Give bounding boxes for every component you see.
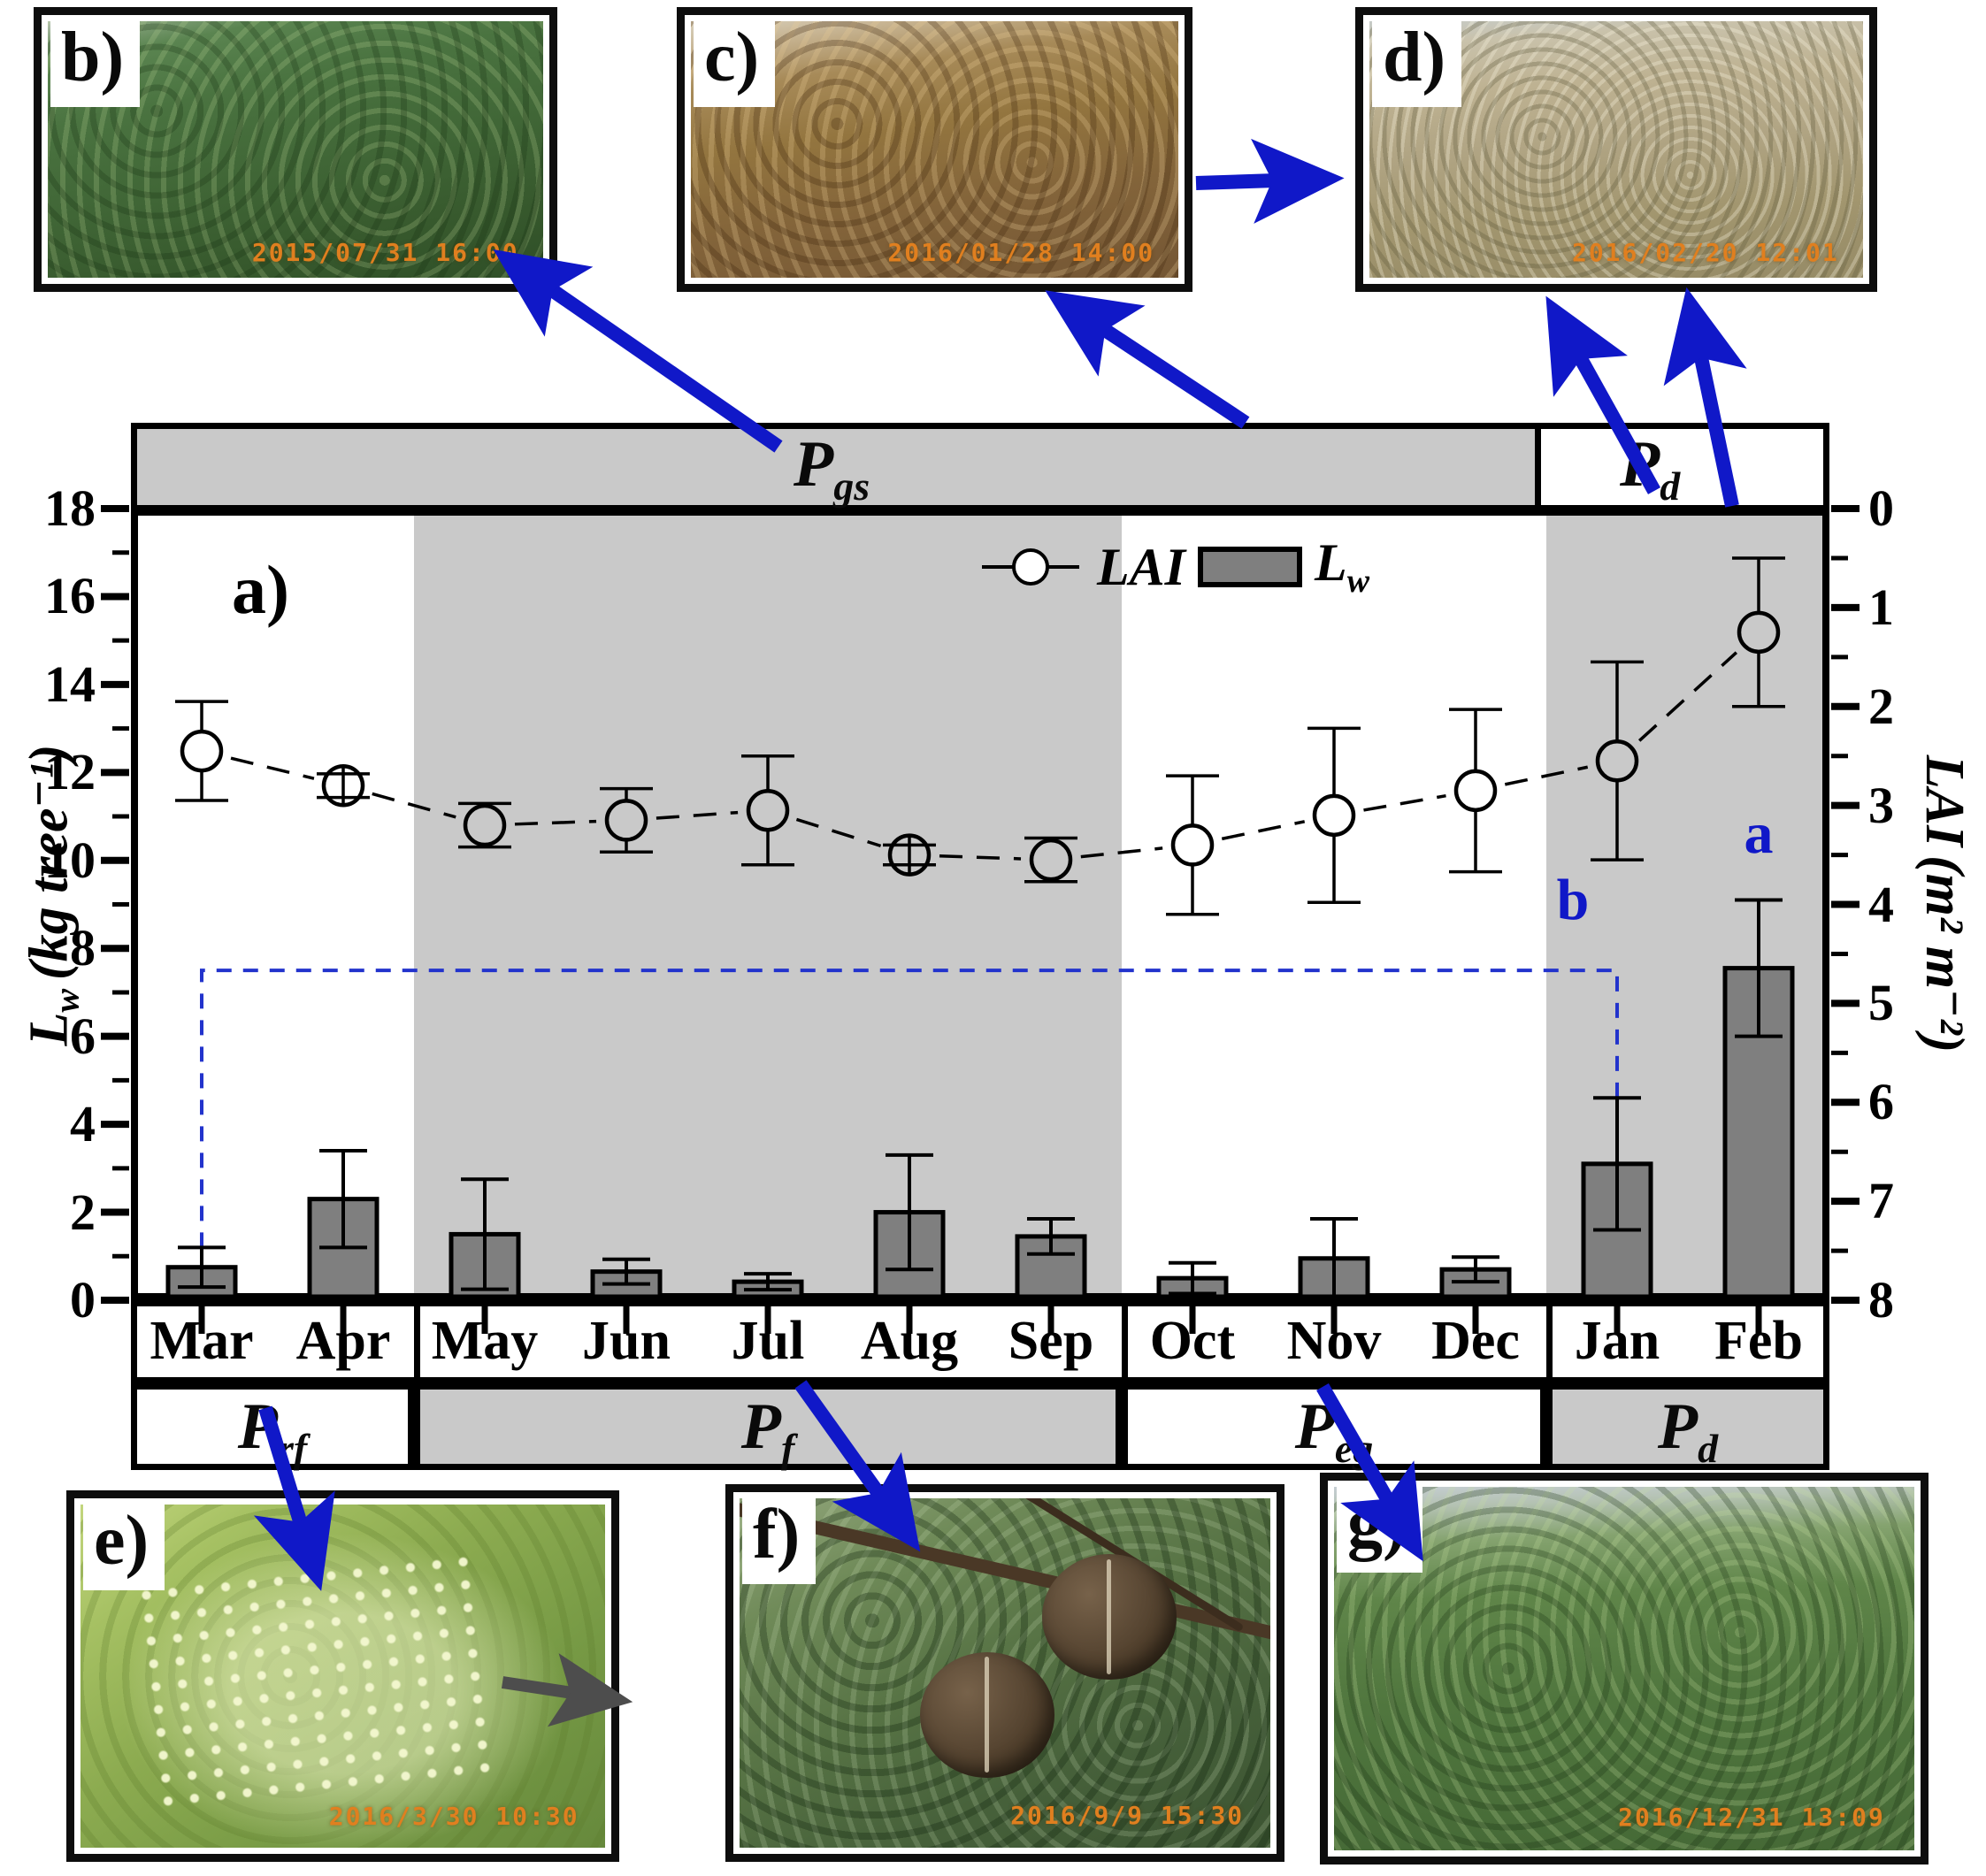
pd-band-label: Pd (1620, 427, 1680, 510)
photo-g-image (1334, 1487, 1914, 1850)
legend: LAI Lw (980, 536, 1369, 598)
photo-b-green-canopy: b) 2015/07/31 16:00 (34, 7, 557, 292)
left-axis-tick-label: 14 (44, 655, 96, 713)
photo-g-timestamp: 2016/12/31 13:09 (1618, 1803, 1885, 1833)
peg-sub: eg (1334, 1425, 1374, 1471)
pd-band-main: P (1620, 428, 1660, 501)
phase-row: Prf Pf Peg Pd (131, 1383, 1829, 1471)
legend-lw-main: L (1315, 533, 1347, 592)
phase-pf: Pf (414, 1383, 1122, 1471)
photo-e-flowering: e) 2016/3/30 10:30 (66, 1490, 619, 1862)
legend-lw-sub: w (1346, 563, 1370, 600)
pf-sub: f (780, 1425, 795, 1471)
photo-e-timestamp: 2016/3/30 10:30 (328, 1801, 579, 1831)
right-axis-tick-label: 4 (1868, 875, 1894, 933)
month-label-dec: Dec (1431, 1311, 1520, 1371)
peg-main: P (1294, 1390, 1335, 1463)
right-axis-tick-label: 6 (1868, 1073, 1894, 1131)
rubber-fruit (1042, 1554, 1177, 1681)
left-axis-tick-label: 18 (44, 479, 96, 537)
arrow-to-photo-c (1045, 290, 1250, 429)
prf-sub: rf (277, 1425, 308, 1471)
left-axis-tick-label: 8 (70, 919, 96, 977)
panel-a-label: a) (232, 551, 289, 628)
photo-d-leafless-canopy: d) 2016/02/20 12:01 (1355, 7, 1877, 292)
left-axis-tick-label: 16 (44, 567, 96, 625)
phase-prf: Prf (131, 1383, 414, 1471)
month-label-oct: Oct (1149, 1311, 1236, 1371)
rubber-fruit (920, 1651, 1054, 1778)
photo-e-image (81, 1505, 605, 1848)
left-axis-tick-label: 6 (70, 1007, 96, 1065)
right-axis-main: LAI (1914, 754, 1974, 847)
month-label-sep: Sep (1008, 1311, 1094, 1371)
photo-f-label: f) (742, 1497, 817, 1584)
month-label-jan: Jan (1574, 1311, 1660, 1371)
photo-d-label: d) (1372, 20, 1462, 107)
month-label-mar: Mar (150, 1311, 254, 1371)
photo-g-green-canopy: g) 2016/12/31 13:09 (1320, 1473, 1928, 1865)
phase-pd: Pd (1546, 1383, 1829, 1471)
right-axis-tick-label: 8 (1868, 1271, 1894, 1329)
pd-main: P (1657, 1390, 1698, 1463)
photo-f-timestamp: 2016/9/9 15:30 (1010, 1801, 1245, 1831)
left-axis-tick-label: 0 (70, 1271, 96, 1329)
right-axis-tick-label: 7 (1868, 1172, 1894, 1230)
flower-cluster (132, 1549, 502, 1818)
month-label-nov: Nov (1286, 1311, 1382, 1371)
prf-main: P (237, 1390, 278, 1463)
month-row: Mar Apr May Jun Jul Aug Sep Oct Nov Dec Jan Feb (131, 1300, 1829, 1383)
photo-e-label: e) (83, 1504, 165, 1590)
photo-c-timestamp: 2016/01/28 14:00 (887, 237, 1155, 267)
photo-c-label: c) (694, 20, 776, 107)
month-row-divider (1122, 1306, 1128, 1377)
left-axis-tick-label: 10 (44, 831, 96, 889)
right-axis-units: (m² m⁻²) (1914, 855, 1974, 1053)
month-label-jul: Jul (731, 1311, 805, 1371)
right-axis-tick-label: 3 (1868, 776, 1894, 834)
significance-letter-b: b (1556, 867, 1590, 932)
legend-lw-swatch (1198, 547, 1303, 587)
photo-b-label: b) (50, 20, 141, 107)
month-row-divider (1546, 1306, 1553, 1377)
legend-lw-label: Lw (1315, 536, 1369, 598)
pgs-sub: gs (833, 463, 870, 509)
left-axis-tick-label: 2 (70, 1183, 96, 1241)
pgs-band-label: Pgs (794, 427, 870, 510)
photo-f-image (740, 1498, 1270, 1848)
phase-peg: Peg (1122, 1383, 1546, 1471)
left-axis-tick-label: 12 (44, 743, 96, 801)
right-axis-title: LAI (m² m⁻²) (1914, 754, 1974, 1053)
arrow-c-to-d (1195, 138, 1345, 224)
legend-lai-marker (982, 548, 1079, 586)
photo-g-label: g) (1337, 1486, 1422, 1573)
photo-d-timestamp: 2016/02/20 12:01 (1571, 237, 1839, 267)
month-row-divider (414, 1306, 420, 1377)
pgs-main: P (794, 428, 834, 501)
month-label-may: May (431, 1311, 539, 1371)
month-label-feb: Feb (1714, 1311, 1803, 1371)
legend-lai-label: LAI (1097, 538, 1186, 596)
right-axis-tick-label: 0 (1868, 479, 1894, 537)
branch (740, 1498, 1270, 1651)
month-label-apr: Apr (295, 1311, 391, 1371)
right-axis-tick-label: 1 (1868, 578, 1894, 636)
growing-season-band: Pgs Pd (131, 423, 1829, 511)
left-axis-tick-label: 4 (70, 1095, 96, 1153)
right-axis-tick-label: 5 (1868, 974, 1894, 1032)
photo-f-fruits: f) 2016/9/9 15:30 (725, 1484, 1284, 1862)
pd-sub: d (1698, 1425, 1719, 1471)
photo-b-timestamp: 2015/07/31 16:00 (251, 237, 519, 267)
photo-c-browning-canopy: c) 2016/01/28 14:00 (677, 7, 1192, 292)
pf-main: P (740, 1390, 781, 1463)
significance-letter-a: a (1744, 800, 1774, 866)
shaded-region-may-sep (414, 516, 1122, 1293)
month-label-aug: Aug (860, 1311, 959, 1371)
right-axis-tick-label: 2 (1868, 677, 1894, 735)
pd-band-sub: d (1660, 463, 1681, 509)
month-label-jun: Jun (582, 1311, 671, 1371)
